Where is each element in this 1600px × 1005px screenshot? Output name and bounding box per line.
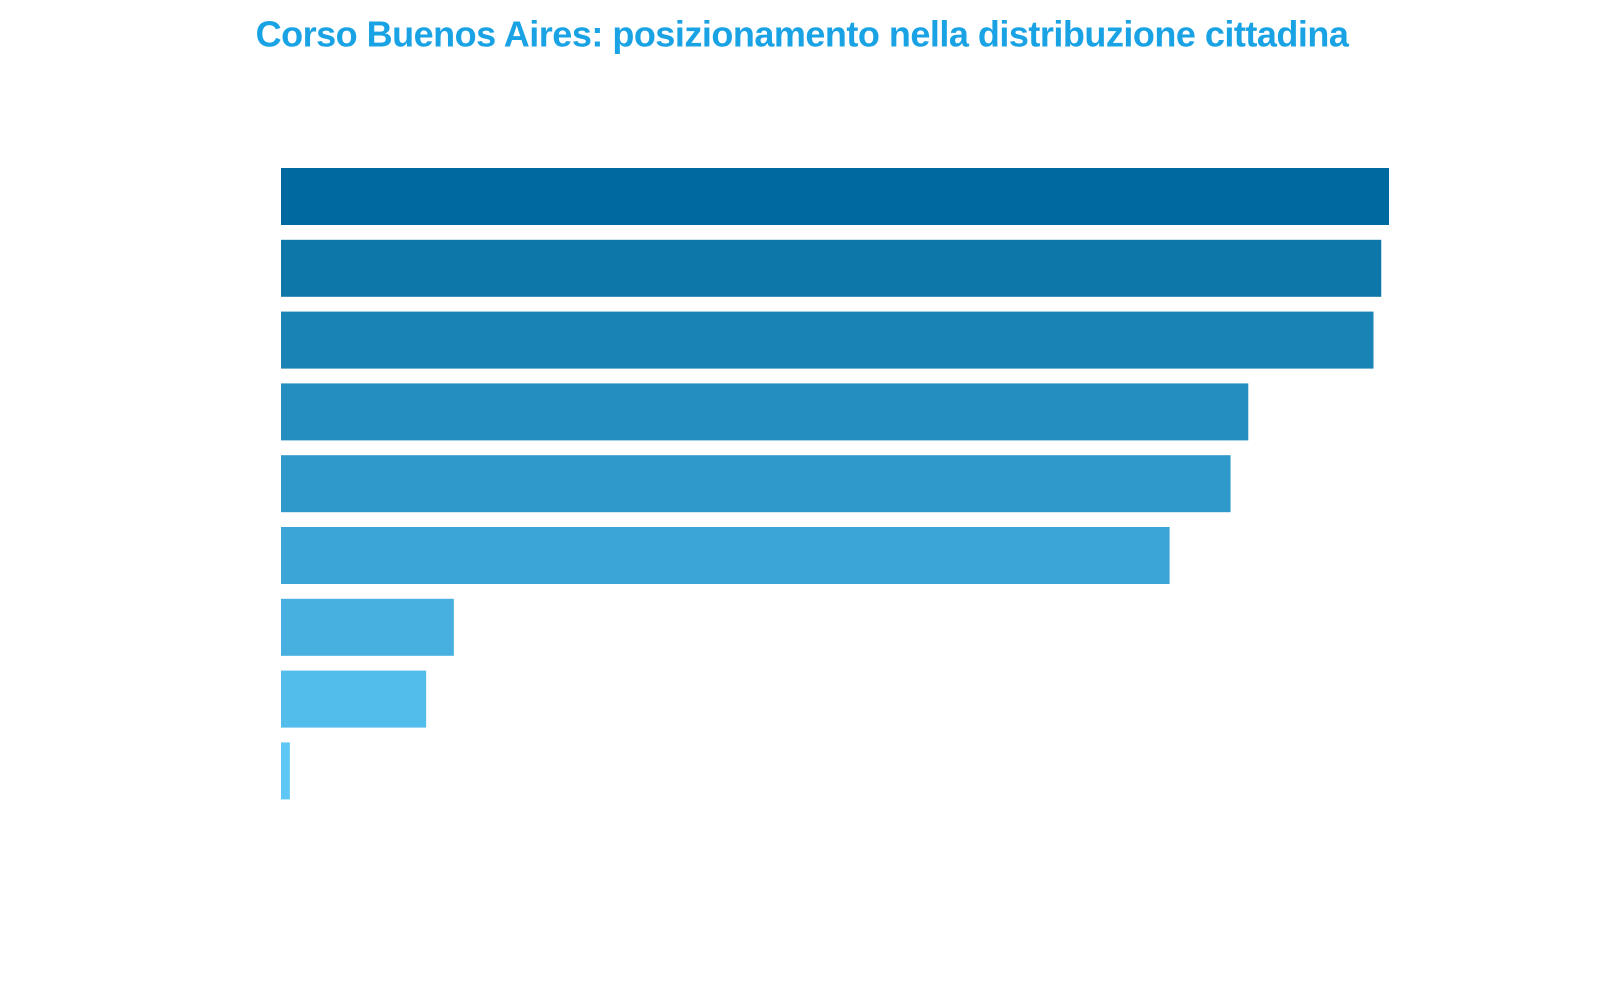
bar [281,598,454,656]
bar [281,311,1374,369]
chart-title: Corso Buenos Aires: posizionamento nella… [256,14,1350,55]
bar [281,383,1249,441]
bar [281,455,1231,513]
bar [281,742,290,800]
bar [281,168,1389,225]
bar [281,239,1382,297]
bar [281,527,1170,584]
bar [281,670,427,728]
